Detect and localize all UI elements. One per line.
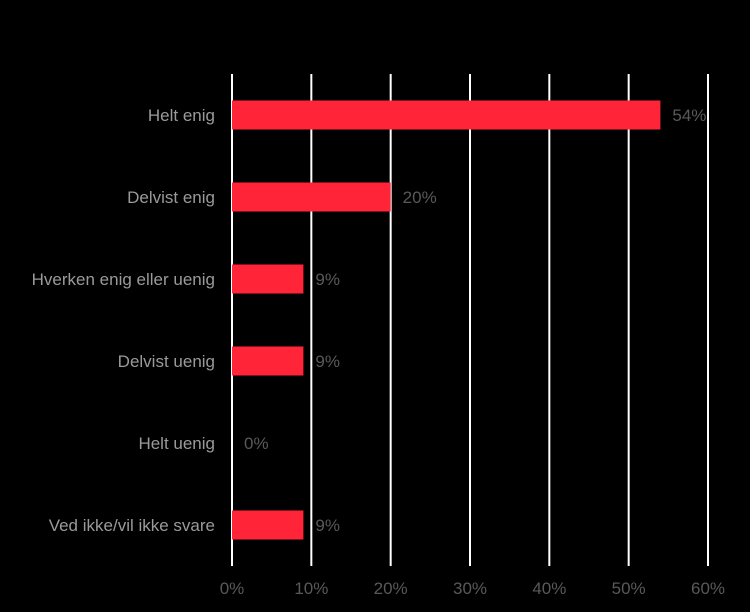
category-label-5: Ved ikke/vil ikke svare — [49, 516, 215, 535]
category-label-3: Delvist uenig — [118, 352, 215, 371]
category-label-1: Delvist enig — [127, 188, 215, 207]
x-axis-tick-labels: 0% 10% 20% 30% 40% 50% 60% — [220, 579, 725, 598]
category-label-0: Helt enig — [148, 106, 215, 125]
bar-0 — [232, 100, 661, 130]
value-label-2: 9% — [315, 270, 340, 289]
category-label-4: Helt uenig — [138, 434, 215, 453]
bar-3 — [232, 346, 304, 376]
category-label-2: Hverken enig eller uenig — [32, 270, 215, 289]
value-label-1: 20% — [403, 188, 437, 207]
x-tick-label-50: 50% — [612, 579, 646, 598]
bars — [232, 100, 661, 540]
gridlines — [231, 74, 709, 566]
x-tick-label-10: 10% — [294, 579, 328, 598]
x-tick-label-30: 30% — [453, 579, 487, 598]
category-labels: Helt enig Delvist enig Hverken enig eller … — [32, 106, 215, 535]
bar-2 — [232, 264, 304, 294]
value-label-5: 9% — [315, 516, 340, 535]
bar-5 — [232, 510, 304, 540]
value-label-3: 9% — [315, 352, 340, 371]
x-tick-label-0: 0% — [220, 579, 245, 598]
bar-1 — [232, 182, 391, 212]
value-label-0: 54% — [672, 106, 706, 125]
value-label-4: 0% — [244, 434, 269, 453]
value-labels: 54% 20% 9% 9% 0% 9% — [244, 106, 706, 535]
x-tick-label-40: 40% — [532, 579, 566, 598]
x-tick-label-20: 20% — [374, 579, 408, 598]
x-tick-label-60: 60% — [691, 579, 725, 598]
